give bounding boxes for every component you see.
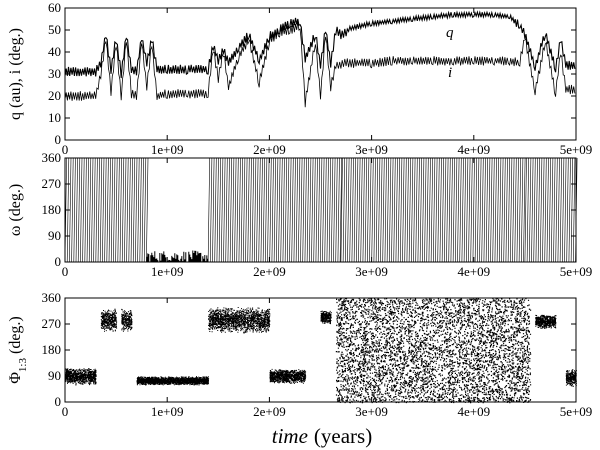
panel-phi: 0 1e+09 2e+09 3e+09 4e+09 5e+09 0 90 180 270 360 Φ… [7,290,592,448]
panel-2-ylabel: ω (deg.) [7,184,24,236]
annotation-q: q [446,25,454,41]
x-tick-label: 2e+09 [253,142,286,157]
phi-symbol: Φ [7,372,24,384]
series-line-i [64,21,576,108]
omega-circulation [207,157,342,263]
y-tick-label: 360 [42,290,62,305]
omega-libration [146,250,209,262]
y-tick-label: 270 [42,316,62,331]
y-tick-label: 0 [55,394,62,409]
phi-libration-band [269,368,307,384]
phi-subscript: 1:3 [17,358,29,373]
phi-libration-band [208,307,271,334]
x-tick-label: 0 [62,264,69,279]
y-tick-label: 360 [42,150,62,165]
y-tick-label: 50 [48,22,61,37]
x-axis-label: time (years) [272,424,372,448]
panel-3-marks [65,298,577,404]
omega-circulation [340,157,526,263]
series-line-q [64,10,576,79]
x-tick-label: 5e+09 [560,264,593,279]
y-tick-label: 180 [42,342,62,357]
phi-libration-band [320,310,332,325]
x-tick-label: 3e+09 [355,142,388,157]
y-tick-label: 270 [42,176,62,191]
x-tick-label: 5e+09 [560,142,593,157]
x-tick-label: 4e+09 [457,264,490,279]
y-tick-label: 0 [55,132,62,147]
y-tick-label: 30 [48,66,61,81]
omega-circulation [524,157,578,263]
xlabel-time: time [272,424,308,448]
phi-libration-band [121,308,133,332]
x-tick-label: 1e+09 [151,264,184,279]
y-tick-label: 0 [55,254,62,269]
panel-2-marks [64,157,578,263]
phi-libration-band [100,308,118,332]
y-tick-label: 40 [48,44,61,59]
panel-1-ylabel: q (au), i (deg.) [7,28,24,120]
x-tick-label: 1e+09 [151,404,184,419]
x-tick-label: 4e+09 [457,142,490,157]
y-tick-label: 180 [42,202,62,217]
omega-circulation [64,157,149,263]
phi-libration-band [136,376,210,386]
phi-circulation [335,298,532,404]
y-tick-label: 90 [48,368,61,383]
phi-libration-band [565,369,577,387]
y-tick-label: 20 [48,88,61,103]
panel-1-axes: 0 1e+09 2e+09 3e+09 4e+09 5e+09 0 10 20 30 40 50 60 [48,0,592,157]
panel-2-axes: 0 1e+09 2e+09 3e+09 4e+09 5e+09 0 90 180 270 360 [42,150,593,279]
x-tick-label: 4e+09 [457,404,490,419]
phi-libration-band [65,368,97,386]
panel-1-marks [64,10,576,108]
x-tick-label: 0 [62,404,69,419]
x-tick-label: 3e+09 [355,404,388,419]
x-tick-label: 1e+09 [151,142,184,157]
panel-1-frame [64,7,577,141]
xlabel-unit: (years) [314,424,372,448]
x-tick-label: 5e+09 [560,404,593,419]
y-tick-label: 90 [48,228,61,243]
phi-unit: (deg.) [7,316,24,354]
x-tick-label: 2e+09 [253,264,286,279]
phi-libration-band [535,314,557,329]
y-tick-label: 10 [48,110,61,125]
x-tick-label: 2e+09 [253,404,286,419]
x-tick-label: 3e+09 [355,264,388,279]
panel-omega: 0 1e+09 2e+09 3e+09 4e+09 5e+09 0 90 180 270 360 ω… [7,150,592,279]
panel-q-i: 0 1e+09 2e+09 3e+09 4e+09 5e+090102030405060 … [7,0,592,157]
annotation-i: i [448,65,452,81]
panel-3-axes: 0 1e+09 2e+09 3e+09 4e+09 5e+09 0 90 180 270 360 [42,290,593,419]
y-tick-label: 60 [48,0,61,15]
panel-3-ylabel: Φ1:3 (deg.) [7,316,29,384]
x-tick-label: 0 [62,142,69,157]
